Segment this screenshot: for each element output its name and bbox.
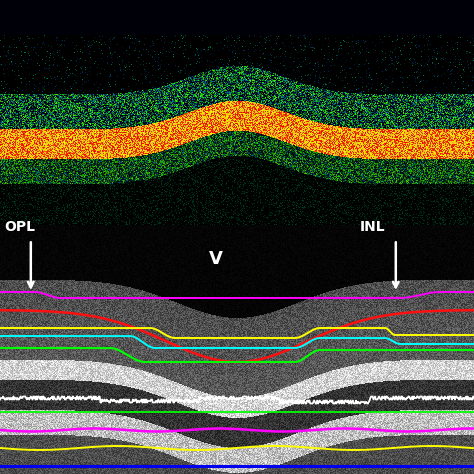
Text: OPL: OPL: [5, 220, 36, 234]
Text: INL: INL: [360, 220, 386, 234]
Text: V: V: [209, 250, 222, 268]
